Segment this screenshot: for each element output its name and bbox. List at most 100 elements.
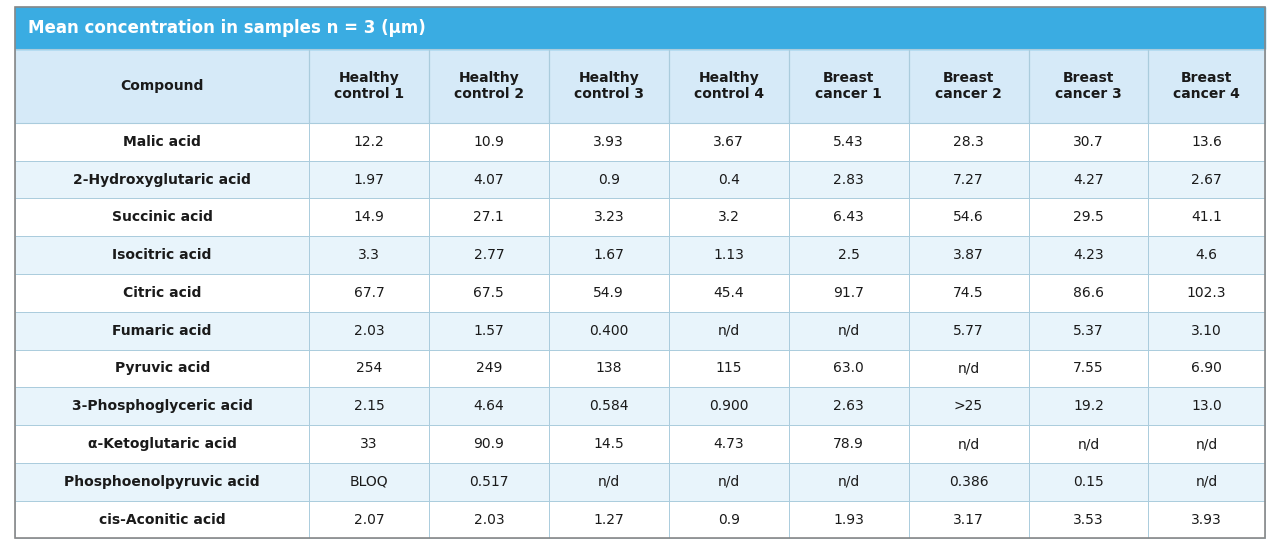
Bar: [308, 387, 429, 425]
Text: 3.2: 3.2: [718, 210, 740, 225]
Bar: [1148, 161, 1265, 198]
Text: α-Ketoglutaric acid: α-Ketoglutaric acid: [88, 437, 237, 451]
Bar: [909, 312, 1029, 349]
Bar: [788, 161, 909, 198]
Bar: [909, 274, 1029, 312]
Bar: [1029, 50, 1148, 123]
Bar: [1029, 501, 1148, 538]
Bar: [909, 349, 1029, 387]
Text: 6.90: 6.90: [1192, 361, 1222, 376]
Bar: [549, 236, 668, 274]
Text: Healthy
control 2: Healthy control 2: [454, 71, 524, 101]
Bar: [15, 425, 308, 463]
Bar: [549, 425, 668, 463]
Text: 5.37: 5.37: [1073, 324, 1103, 338]
Text: 2-Hydroxyglutaric acid: 2-Hydroxyglutaric acid: [73, 173, 251, 186]
Bar: [1029, 274, 1148, 312]
Text: 0.584: 0.584: [589, 399, 628, 413]
Text: Breast
cancer 4: Breast cancer 4: [1172, 71, 1240, 101]
Text: Pyruvic acid: Pyruvic acid: [114, 361, 210, 376]
Bar: [429, 274, 549, 312]
Text: 5.43: 5.43: [833, 135, 864, 149]
Bar: [1029, 349, 1148, 387]
Bar: [15, 501, 308, 538]
Bar: [788, 274, 909, 312]
Text: 1.93: 1.93: [833, 512, 864, 526]
Bar: [308, 123, 429, 161]
Text: n/d: n/d: [1196, 437, 1217, 451]
Bar: [15, 425, 308, 463]
Text: 0.4: 0.4: [718, 173, 740, 186]
Bar: [1029, 236, 1148, 274]
Bar: [909, 198, 1029, 236]
Bar: [429, 50, 549, 123]
Text: 5.77: 5.77: [954, 324, 984, 338]
Bar: [308, 161, 429, 198]
Text: 6.43: 6.43: [833, 210, 864, 225]
Text: 1.27: 1.27: [594, 512, 625, 526]
Bar: [549, 425, 668, 463]
Bar: [308, 349, 429, 387]
Bar: [549, 50, 668, 123]
Text: 30.7: 30.7: [1073, 135, 1103, 149]
Text: 249: 249: [476, 361, 502, 376]
Bar: [15, 312, 308, 349]
Bar: [668, 161, 788, 198]
Text: Healthy
control 3: Healthy control 3: [573, 71, 644, 101]
Text: n/d: n/d: [1196, 475, 1217, 489]
Bar: [909, 50, 1029, 123]
Bar: [1029, 236, 1148, 274]
Bar: [15, 7, 1265, 50]
Bar: [15, 123, 308, 161]
Bar: [429, 425, 549, 463]
Text: cis-Aconitic acid: cis-Aconitic acid: [99, 512, 225, 526]
Bar: [308, 274, 429, 312]
Bar: [549, 349, 668, 387]
Bar: [429, 463, 549, 501]
Bar: [1148, 501, 1265, 538]
Bar: [1029, 463, 1148, 501]
Bar: [1148, 349, 1265, 387]
Text: 45.4: 45.4: [713, 286, 744, 300]
Text: 0.400: 0.400: [589, 324, 628, 338]
Text: Healthy
control 4: Healthy control 4: [694, 71, 764, 101]
Bar: [429, 50, 549, 123]
Bar: [15, 463, 308, 501]
Bar: [308, 312, 429, 349]
Text: Phosphoenolpyruvic acid: Phosphoenolpyruvic acid: [64, 475, 260, 489]
Text: 4.64: 4.64: [474, 399, 504, 413]
Bar: [668, 50, 788, 123]
Bar: [308, 50, 429, 123]
Text: n/d: n/d: [957, 437, 979, 451]
Bar: [909, 198, 1029, 236]
Bar: [308, 349, 429, 387]
Bar: [1148, 463, 1265, 501]
Bar: [788, 198, 909, 236]
Bar: [1029, 161, 1148, 198]
Bar: [549, 236, 668, 274]
Text: Malic acid: Malic acid: [123, 135, 201, 149]
Bar: [429, 161, 549, 198]
Bar: [788, 387, 909, 425]
Bar: [308, 274, 429, 312]
Bar: [1148, 387, 1265, 425]
Bar: [1029, 312, 1148, 349]
Bar: [549, 198, 668, 236]
Bar: [788, 349, 909, 387]
Bar: [1029, 198, 1148, 236]
Bar: [668, 387, 788, 425]
Bar: [1029, 387, 1148, 425]
Text: 3.53: 3.53: [1073, 512, 1103, 526]
Bar: [549, 501, 668, 538]
Text: 102.3: 102.3: [1187, 286, 1226, 300]
Bar: [1148, 274, 1265, 312]
Bar: [429, 425, 549, 463]
Bar: [909, 161, 1029, 198]
Bar: [429, 198, 549, 236]
Bar: [668, 274, 788, 312]
Bar: [1148, 50, 1265, 123]
Bar: [909, 312, 1029, 349]
Bar: [429, 161, 549, 198]
Bar: [909, 123, 1029, 161]
Text: n/d: n/d: [1078, 437, 1100, 451]
